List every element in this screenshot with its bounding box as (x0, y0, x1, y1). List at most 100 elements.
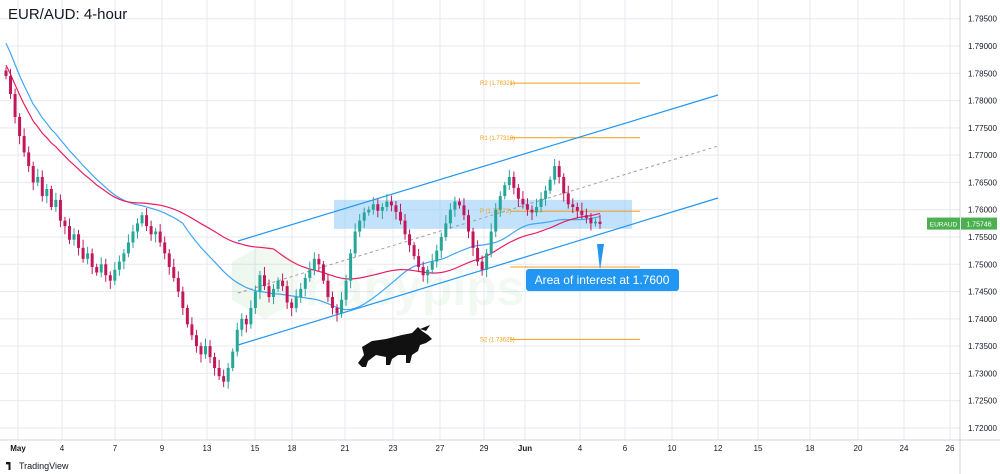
price-tick-label: 1.72000 (968, 424, 997, 433)
candle-body (494, 209, 498, 232)
time-tick-label: 26 (946, 444, 955, 453)
candle-body (453, 201, 457, 210)
candle-body (185, 307, 189, 325)
symbol-tag (927, 217, 960, 230)
candle-body (272, 288, 276, 298)
candle-body (22, 136, 26, 153)
candle-body (457, 201, 461, 206)
candle-body (77, 234, 81, 248)
candle-body (544, 190, 548, 199)
candle-body (208, 346, 212, 358)
candle-body (172, 267, 176, 278)
time-tick-label: 6 (623, 444, 628, 453)
candle-body (204, 346, 208, 355)
time-tick-label: 29 (480, 444, 489, 453)
ma-magenta (5, 64, 601, 280)
time-tick-label: 12 (714, 444, 723, 453)
candle-body (9, 76, 13, 95)
channel-upper (237, 94, 719, 242)
candle-body (367, 209, 371, 213)
candle-body (476, 247, 480, 262)
candles (4, 67, 602, 389)
candle-body (326, 280, 330, 298)
candle-body (421, 267, 425, 276)
candle-body (589, 217, 593, 224)
time-tick-label: 18 (806, 444, 815, 453)
candle-body (213, 357, 217, 368)
channel-lower (237, 197, 719, 346)
watermark-logo: babypips (232, 243, 524, 319)
candle-body (49, 188, 53, 207)
candle-body (122, 253, 126, 262)
candle-body (489, 231, 493, 254)
candle-body (308, 269, 312, 278)
candle-body (108, 275, 112, 281)
candle-body (303, 277, 307, 289)
time-tick-label: 13 (203, 444, 212, 453)
candle-body (398, 211, 402, 221)
candle-body (598, 221, 602, 224)
candle-body (580, 210, 584, 216)
candle-body (439, 237, 443, 251)
callout-box (526, 269, 679, 291)
candle-body (158, 231, 162, 243)
price-tick-label: 1.73000 (968, 369, 997, 378)
candle-body (521, 198, 525, 205)
price-tick-label: 1.74000 (968, 315, 997, 324)
candle-body (349, 253, 353, 281)
candle-body (135, 223, 139, 232)
candle-body (226, 367, 230, 382)
price-tick-label: 1.76500 (968, 178, 997, 187)
candle-body (281, 280, 285, 287)
candle-body (131, 231, 135, 243)
candle-body (104, 264, 108, 276)
candle-body (330, 297, 334, 308)
candle-body (99, 264, 103, 273)
candle-body (145, 215, 149, 227)
candle-body (67, 226, 71, 240)
area-of-interest-callout: Area of interest at 1.7600 (526, 244, 679, 291)
candle-body (548, 179, 552, 191)
candle-body (267, 286, 271, 298)
price-tick-label: 1.72500 (968, 397, 997, 406)
candle-body (86, 253, 90, 259)
candle-body (54, 199, 58, 207)
candle-body (63, 220, 67, 227)
candle-body (535, 206, 539, 213)
price-tag (961, 217, 997, 230)
candle-body (462, 205, 466, 216)
candle-body (149, 226, 153, 235)
candle-body (199, 346, 203, 355)
candle-body (126, 242, 130, 254)
pivot-label: S2 (1.73625) (480, 337, 515, 343)
candle-body (321, 264, 325, 281)
last-price-tag: EURAUD 1.75746 (927, 217, 997, 230)
time-tick-label: May (10, 444, 26, 453)
candle-body (235, 329, 239, 352)
price-tick-label: 1.76000 (968, 206, 997, 215)
candle-body (553, 166, 557, 180)
price-tick-label: 1.77500 (968, 124, 997, 133)
candle-body (36, 176, 40, 183)
candle-body (4, 70, 8, 77)
time-tick-label: 9 (160, 444, 165, 453)
candle-body (385, 201, 389, 207)
candle-body (444, 223, 448, 238)
candle-body (571, 204, 575, 207)
candle-body (344, 280, 348, 300)
candle-body (249, 307, 253, 325)
candle-body (90, 253, 94, 268)
candle-body (27, 152, 31, 167)
candle-body (503, 185, 507, 197)
candle-body (299, 288, 303, 298)
candle-body (557, 166, 561, 177)
tradingview-logo-icon (6, 462, 11, 470)
candle-body (584, 215, 588, 218)
candle-body (507, 176, 511, 186)
candle-body (403, 220, 407, 235)
candle-body (430, 261, 434, 270)
candle-body (58, 199, 62, 221)
candle-body (72, 234, 76, 240)
candle-body (217, 367, 221, 377)
